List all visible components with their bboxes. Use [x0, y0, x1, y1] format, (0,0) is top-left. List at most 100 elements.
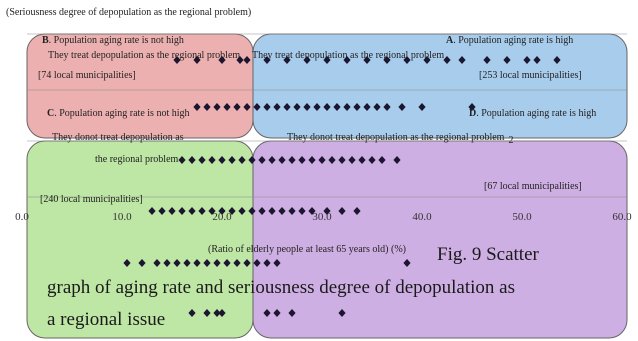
data-point — [333, 103, 341, 111]
data-point — [123, 259, 131, 267]
data-point — [213, 259, 221, 267]
chart-title: (Seriousness degree of depopulation as t… — [6, 7, 251, 18]
data-point — [243, 103, 251, 111]
data-point — [253, 103, 261, 111]
data-point — [523, 56, 531, 64]
data-point — [258, 207, 266, 215]
data-point — [263, 103, 271, 111]
quadrant-c-letter: C — [47, 108, 54, 119]
data-point — [383, 56, 391, 64]
data-point — [283, 56, 291, 64]
quadrant-a-title: . Population aging rate is high — [453, 35, 573, 46]
data-point — [248, 156, 256, 164]
data-point — [233, 103, 241, 111]
quadrant-b-heading: B. Population aging rate is not high — [42, 35, 184, 46]
data-point — [203, 259, 211, 267]
data-point — [343, 56, 351, 64]
data-point — [243, 259, 251, 267]
data-point — [398, 103, 406, 111]
data-point — [323, 103, 331, 111]
data-point — [308, 207, 316, 215]
data-point — [208, 156, 216, 164]
data-point — [423, 56, 431, 64]
data-point — [373, 103, 381, 111]
quadrant-c-desc-line1: They donot treat depopulation as — [52, 132, 184, 143]
data-point — [403, 56, 411, 64]
quadrant-a-heading: A. Population aging rate is high — [446, 35, 573, 46]
data-point — [353, 207, 361, 215]
quadrant-b-title: . Population aging rate is not high — [49, 35, 184, 46]
data-point — [468, 103, 476, 111]
quadrant-c-count: [240 local municipalities] — [40, 194, 143, 205]
data-point — [148, 207, 156, 215]
data-point — [378, 156, 386, 164]
quadrant-d-heading: D. Population aging rate is high — [469, 108, 596, 119]
x-tick-label: 50.0 — [512, 211, 532, 223]
quadrant-a-letter: A — [446, 35, 454, 46]
data-point — [193, 56, 201, 64]
data-point — [343, 103, 351, 111]
data-point — [393, 156, 401, 164]
data-point — [223, 259, 231, 267]
data-point — [303, 56, 311, 64]
data-point — [273, 103, 281, 111]
data-point — [268, 207, 276, 215]
data-point — [158, 207, 166, 215]
data-point — [178, 156, 186, 164]
data-point — [273, 259, 281, 267]
quadrant-b-count: [74 local municipalities] — [38, 70, 136, 81]
data-point — [178, 207, 186, 215]
data-point — [236, 56, 244, 64]
quadrant-d-desc-suffix: 2 — [508, 135, 513, 146]
data-point — [483, 56, 491, 64]
figure-caption-line2: graph of aging rate and seriousness degr… — [47, 277, 515, 298]
data-point — [363, 56, 371, 64]
data-point — [293, 103, 301, 111]
x-tick-label: 30.0 — [312, 211, 332, 223]
data-point — [303, 103, 311, 111]
data-point — [203, 309, 211, 317]
quadrant-b-letter: B — [42, 35, 49, 46]
data-point — [153, 259, 161, 267]
data-point — [228, 156, 236, 164]
x-tick-label: 10.0 — [112, 211, 132, 223]
data-point — [458, 56, 466, 64]
data-point — [253, 259, 261, 267]
data-point — [258, 156, 266, 164]
data-point — [193, 103, 201, 111]
data-point — [298, 207, 306, 215]
data-point — [553, 56, 561, 64]
data-point — [173, 56, 181, 64]
data-point — [288, 309, 296, 317]
data-point — [198, 207, 206, 215]
data-point — [318, 156, 326, 164]
quadrant-c-desc-line2: the regional problem — [95, 154, 179, 165]
data-point — [338, 309, 346, 317]
quadrant-d-desc: They donot treat depopulation as the reg… — [287, 132, 513, 146]
data-point — [308, 156, 316, 164]
data-point — [338, 156, 346, 164]
figure-caption-line1: Fig. 9 Scatter — [437, 244, 540, 265]
data-point — [533, 56, 541, 64]
quadrant-d-count: [67 local municipalities] — [484, 181, 582, 192]
quadrant-a-count: [253 local municipalities] — [479, 70, 582, 81]
quadrant-d-desc-text: They donot treat depopulation as the reg… — [287, 132, 505, 143]
data-point — [353, 103, 361, 111]
data-point — [218, 207, 226, 215]
data-point — [208, 207, 216, 215]
quadrant-d-letter: D — [469, 108, 476, 119]
data-point — [198, 156, 206, 164]
data-point — [338, 207, 346, 215]
data-point — [323, 56, 331, 64]
data-point — [403, 259, 411, 267]
figure-caption-line3: a regional issue — [47, 309, 165, 330]
quadrant-d-region — [252, 140, 628, 339]
quadrant-c-heading: C. Population aging rate is not high — [47, 108, 190, 119]
data-point — [443, 56, 451, 64]
quadrant-b-desc: They treat depopulation as the regional … — [48, 50, 240, 61]
x-tick-label: 40.0 — [412, 211, 432, 223]
data-point — [328, 156, 336, 164]
quadrant-d-title: . Population aging rate is high — [476, 108, 596, 119]
data-point — [218, 156, 226, 164]
data-point — [168, 207, 176, 215]
